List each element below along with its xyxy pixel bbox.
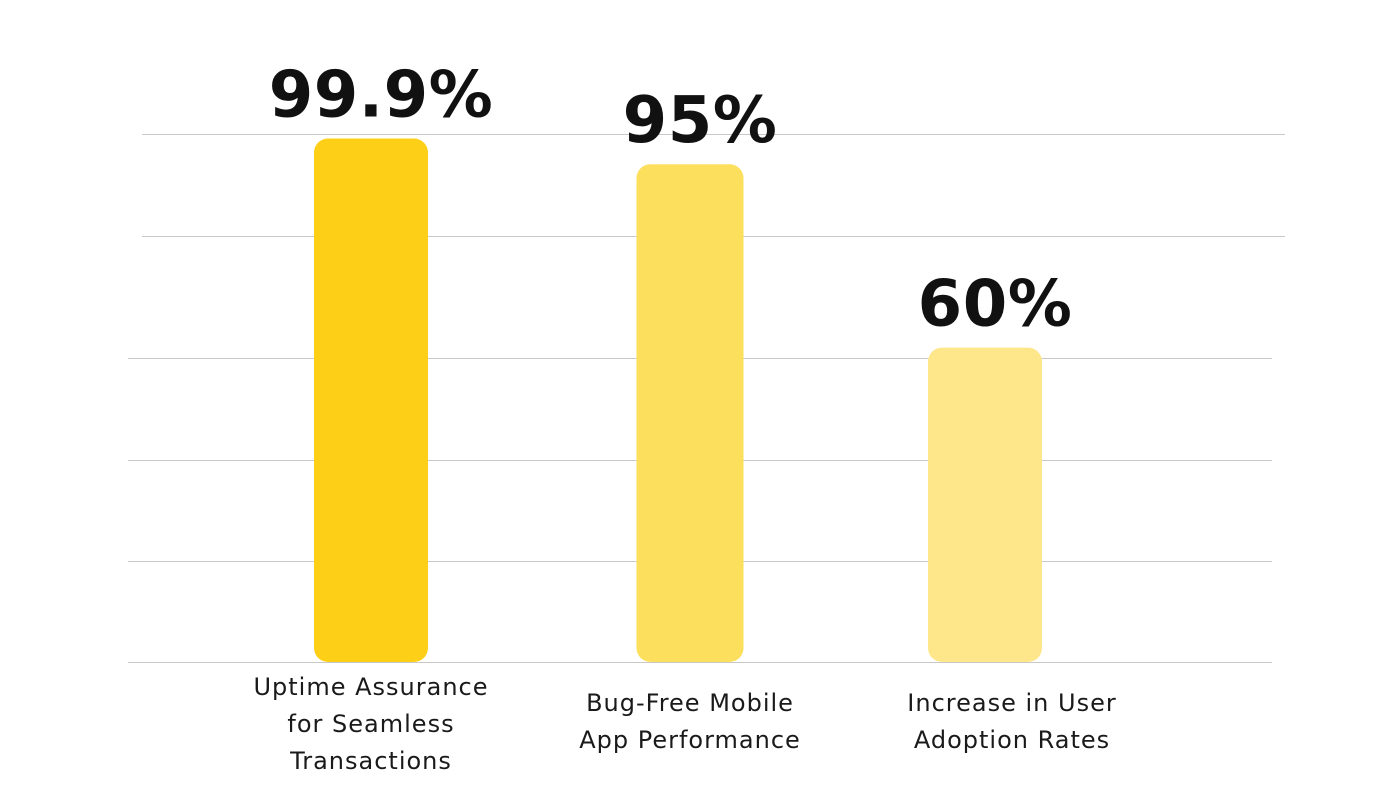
bar-1 <box>314 138 428 663</box>
category-label-1-line-3: Transactions <box>289 747 452 775</box>
category-label-3-line-1: Increase in User <box>907 689 1116 717</box>
value-label-3: 60% <box>918 268 1073 342</box>
bar-2 <box>636 164 744 662</box>
category-label-2-line-1: Bug-Free Mobile <box>586 689 794 717</box>
value-label-1: 99.9% <box>269 59 494 133</box>
category-label-1-line-2: for Seamless <box>287 710 454 738</box>
category-label-1-line-1: Uptime Assurance <box>253 673 488 701</box>
value-label-layer: 99.9% 95% 60% <box>269 59 1073 342</box>
bar-3 <box>928 347 1042 662</box>
category-label-2-line-2: App Performance <box>579 726 801 754</box>
category-label-layer: Uptime Assurance for Seamless Transactions… <box>253 673 1116 775</box>
bar-layer <box>314 138 1042 663</box>
category-label-1: Uptime Assurance for Seamless Transactions <box>253 673 488 775</box>
value-label-2: 95% <box>623 84 778 158</box>
category-label-3: Increase in User Adoption Rates <box>907 689 1116 754</box>
category-label-2: Bug-Free Mobile App Performance <box>579 689 801 754</box>
category-label-3-line-2: Adoption Rates <box>914 726 1110 754</box>
